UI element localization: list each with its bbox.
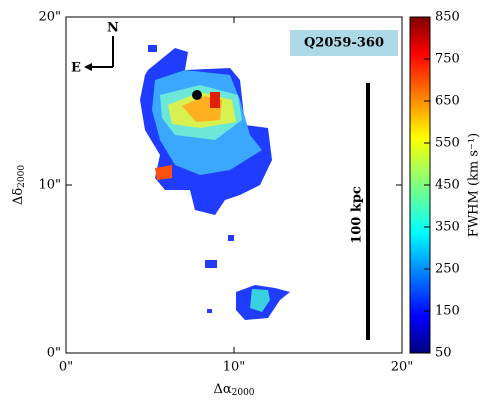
x-tick-label: 10"	[223, 360, 246, 375]
x-label-symbol: Δα	[213, 382, 231, 397]
colorbar-tick-label: 450	[435, 178, 460, 193]
label-box	[290, 30, 398, 56]
y-label-symbol: Δδ	[11, 188, 26, 205]
scale-label: 100 kpc	[350, 186, 365, 244]
colorbar-tick-label: 550	[435, 136, 460, 151]
colorbar-tick-label: 50	[435, 346, 452, 361]
emission-map	[140, 45, 290, 320]
x-tick-label: 0"	[59, 360, 73, 375]
y-axis-label: Δδ2000	[11, 165, 27, 205]
compass: N E	[71, 21, 119, 76]
colorbar-tick-label: 750	[435, 52, 460, 67]
x-label-subscript: 2000	[232, 388, 255, 398]
east-label: E	[71, 61, 81, 76]
object-label: Q2059-360	[304, 36, 384, 51]
north-label: N	[107, 21, 119, 36]
x-axis-label: Δα2000	[213, 382, 254, 398]
y-tick-label: 20"	[38, 10, 61, 25]
colorbar-tick-label: 150	[435, 304, 460, 319]
y-tick-label: 0"	[47, 346, 61, 361]
colorbar-tick-label: 650	[435, 94, 460, 109]
colorbar-tick-label: 250	[435, 262, 460, 277]
x-tick-label: 20"	[391, 360, 414, 375]
colorbar-tick-label: 850	[435, 10, 460, 25]
colorbar-tick-label: 350	[435, 220, 460, 235]
colorbar-label: FWHM (km s⁻¹)	[467, 133, 482, 237]
y-label-subscript: 2000	[17, 165, 27, 188]
y-tick-label: 10"	[38, 178, 61, 193]
